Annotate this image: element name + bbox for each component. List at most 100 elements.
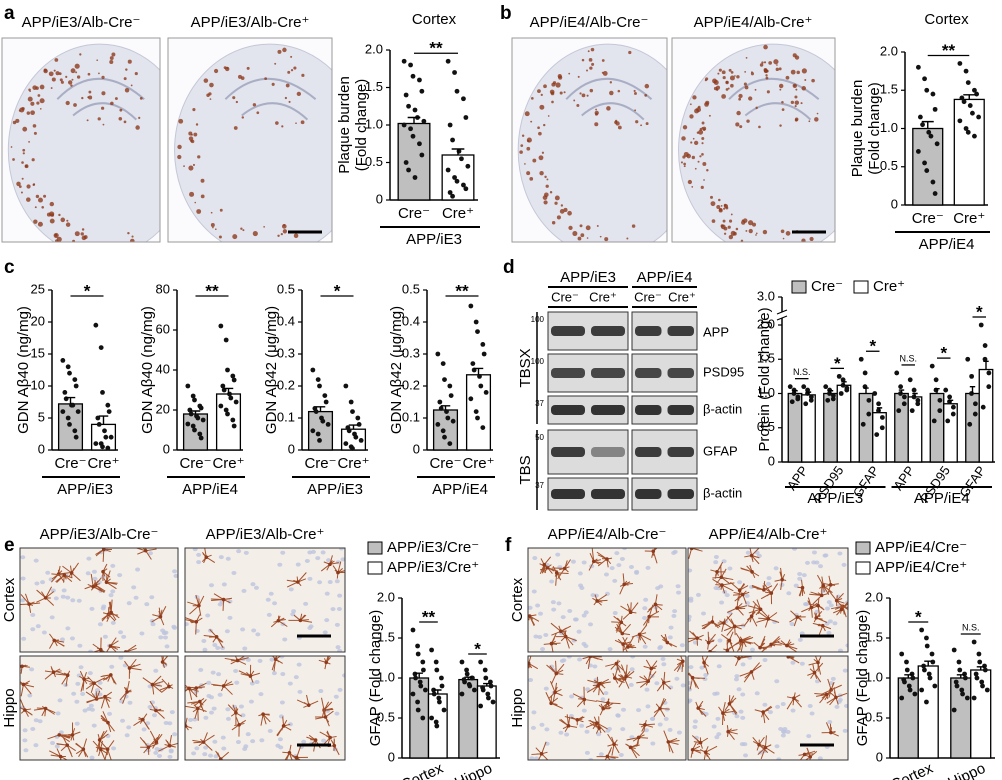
plaque xyxy=(701,142,704,145)
astrocyte-body xyxy=(294,755,299,760)
astrocyte xyxy=(831,605,848,618)
astrocyte-body xyxy=(741,592,745,597)
plaque xyxy=(27,96,33,102)
astrocyte xyxy=(797,579,806,597)
plaque xyxy=(746,119,750,123)
nucleus xyxy=(322,630,328,635)
data-point xyxy=(95,415,101,421)
y-tick-label: 2.0 xyxy=(880,43,898,58)
astrocyte-body xyxy=(690,747,695,752)
astrocyte-body xyxy=(620,631,625,636)
data-point xyxy=(490,699,496,705)
nucleus xyxy=(191,751,197,756)
nucleus xyxy=(33,743,39,748)
data-point xyxy=(320,418,326,424)
astrocyte-body xyxy=(726,729,730,734)
nucleus xyxy=(785,729,791,734)
astrocyte-body xyxy=(695,636,699,640)
nucleus xyxy=(33,558,39,563)
nucleus xyxy=(636,708,642,713)
astrocyte-body xyxy=(749,670,754,674)
nucleus xyxy=(733,677,739,682)
y-tick-label: 1.0 xyxy=(865,669,883,684)
data-point xyxy=(105,402,111,408)
plaque xyxy=(722,75,726,80)
plaque xyxy=(563,91,566,94)
data-point xyxy=(478,383,484,389)
data-point xyxy=(922,160,927,166)
astrocyte-body xyxy=(628,745,633,750)
tissue xyxy=(517,43,667,242)
data-point xyxy=(973,671,979,677)
astrocyte-body xyxy=(703,750,708,755)
data-point xyxy=(412,175,418,180)
bar xyxy=(836,384,852,463)
nucleus xyxy=(265,597,271,602)
nucleus xyxy=(158,635,164,640)
astrocyte xyxy=(318,656,332,670)
data-point xyxy=(876,401,882,407)
plaque xyxy=(46,212,51,217)
astrocyte xyxy=(821,722,839,737)
plaque xyxy=(796,70,800,75)
nucleus xyxy=(814,609,820,614)
plaque xyxy=(66,219,69,222)
nucleus xyxy=(317,580,323,585)
astrocyte-body xyxy=(43,706,48,711)
data-point xyxy=(415,643,420,649)
astrocyte-body xyxy=(737,656,741,661)
astrocyte-body xyxy=(649,666,654,671)
plaque xyxy=(609,81,612,84)
nucleus xyxy=(612,578,618,583)
data-point xyxy=(932,683,938,689)
data-point xyxy=(429,647,434,653)
astrocyte xyxy=(723,616,744,636)
plaque xyxy=(293,233,299,239)
astrocyte-body xyxy=(20,664,24,669)
astrocyte-body xyxy=(81,747,86,752)
astrocyte xyxy=(211,679,234,695)
data-point xyxy=(103,434,109,440)
nucleus xyxy=(809,711,815,716)
nucleus xyxy=(22,728,28,733)
plaque xyxy=(586,94,589,97)
astrocyte-body xyxy=(643,723,647,727)
plaque xyxy=(759,250,764,255)
lane-label: Cre⁻ xyxy=(634,289,662,304)
sig-label: * xyxy=(84,281,91,300)
nucleus xyxy=(167,754,173,759)
image-title: APP/iE3/Alb-Cre⁻ xyxy=(40,526,159,543)
plaque xyxy=(130,84,133,87)
plaque xyxy=(746,243,748,245)
plaque xyxy=(537,126,540,130)
astrocyte-body xyxy=(27,602,31,606)
plaque xyxy=(730,213,733,216)
plaque xyxy=(81,228,85,231)
nucleus xyxy=(225,707,231,712)
nucleus xyxy=(598,752,604,757)
nucleus xyxy=(337,593,343,598)
plaque xyxy=(720,224,726,230)
data-point xyxy=(969,373,975,379)
astrocyte xyxy=(258,713,271,726)
astrocyte xyxy=(695,700,707,717)
data-point xyxy=(965,80,971,85)
data-point xyxy=(982,356,988,362)
nucleus xyxy=(118,630,124,635)
nucleus xyxy=(834,704,840,709)
nucleus xyxy=(717,638,723,643)
blot-band xyxy=(635,489,662,499)
x-tick-label: Cre⁻ xyxy=(54,455,86,472)
nucleus xyxy=(801,573,807,578)
nucleus xyxy=(814,679,820,684)
nucleus xyxy=(581,613,587,618)
sig-label: ** xyxy=(429,39,443,58)
plaque xyxy=(795,88,798,91)
plaque xyxy=(274,62,277,65)
astrocyte-body xyxy=(651,549,656,553)
data-point xyxy=(415,699,420,705)
astrocyte-body xyxy=(167,743,172,748)
plaque xyxy=(290,69,294,72)
plaque xyxy=(779,124,782,127)
plaque xyxy=(704,79,707,82)
